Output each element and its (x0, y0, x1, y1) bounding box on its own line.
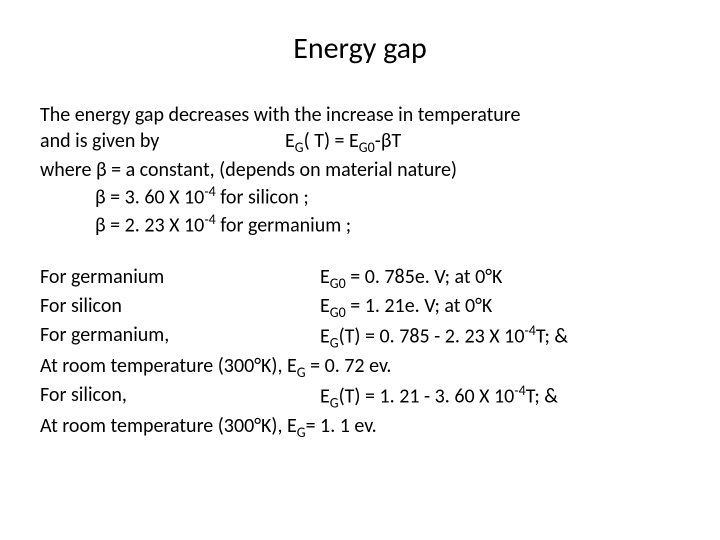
p1-germanium: β = 2. 23 X 10-4 for germanium ; (40, 211, 680, 239)
p1-line2: and is given by EG( T) = EG0-βT (40, 128, 680, 157)
row-2: For germanium, EG(T) = 0. 785 - 2. 23 X … (40, 322, 680, 353)
row-2-right: EG(T) = 0. 785 - 2. 23 X 10-4T; & (320, 322, 680, 353)
paragraph-2: For germanium EG0 = 0. 785e. V; at 0°K F… (40, 264, 680, 442)
slide-content: Energy gap The energy gap decreases with… (0, 0, 720, 472)
room-temp-1: At room temperature (300°K), EG = 0. 72 … (40, 353, 680, 382)
row-1: For silicon EG0 = 1. 21e. V; at 0°K (40, 293, 680, 322)
p1-line2-left: and is given by (40, 128, 285, 157)
p1-formula: EG( T) = EG0-βT (285, 128, 401, 157)
row-2-left: For germanium, (40, 322, 320, 353)
p1-line1: The energy gap decreases with the increa… (40, 102, 680, 128)
paragraph-1: The energy gap decreases with the increa… (40, 102, 680, 239)
row-0: For germanium EG0 = 0. 785e. V; at 0°K (40, 264, 680, 293)
p1-line3: where β = a constant, (depends on materi… (40, 157, 680, 183)
row-0-left: For germanium (40, 264, 320, 293)
slide-title: Energy gap (40, 30, 680, 67)
row-1-left: For silicon (40, 293, 320, 322)
p1-silicon: β = 3. 60 X 10-4 for silicon ; (40, 183, 680, 211)
row-silicon-left: For silicon, (40, 382, 320, 413)
row-silicon-right: EG(T) = 1. 21 - 3. 60 X 10-4T; & (320, 382, 680, 413)
room-temp-2: At room temperature (300°K), EG= 1. 1 ev… (40, 413, 680, 442)
row-1-right: EG0 = 1. 21e. V; at 0°K (320, 293, 680, 322)
row-silicon: For silicon, EG(T) = 1. 21 - 3. 60 X 10-… (40, 382, 680, 413)
row-0-right: EG0 = 0. 785e. V; at 0°K (320, 264, 680, 293)
